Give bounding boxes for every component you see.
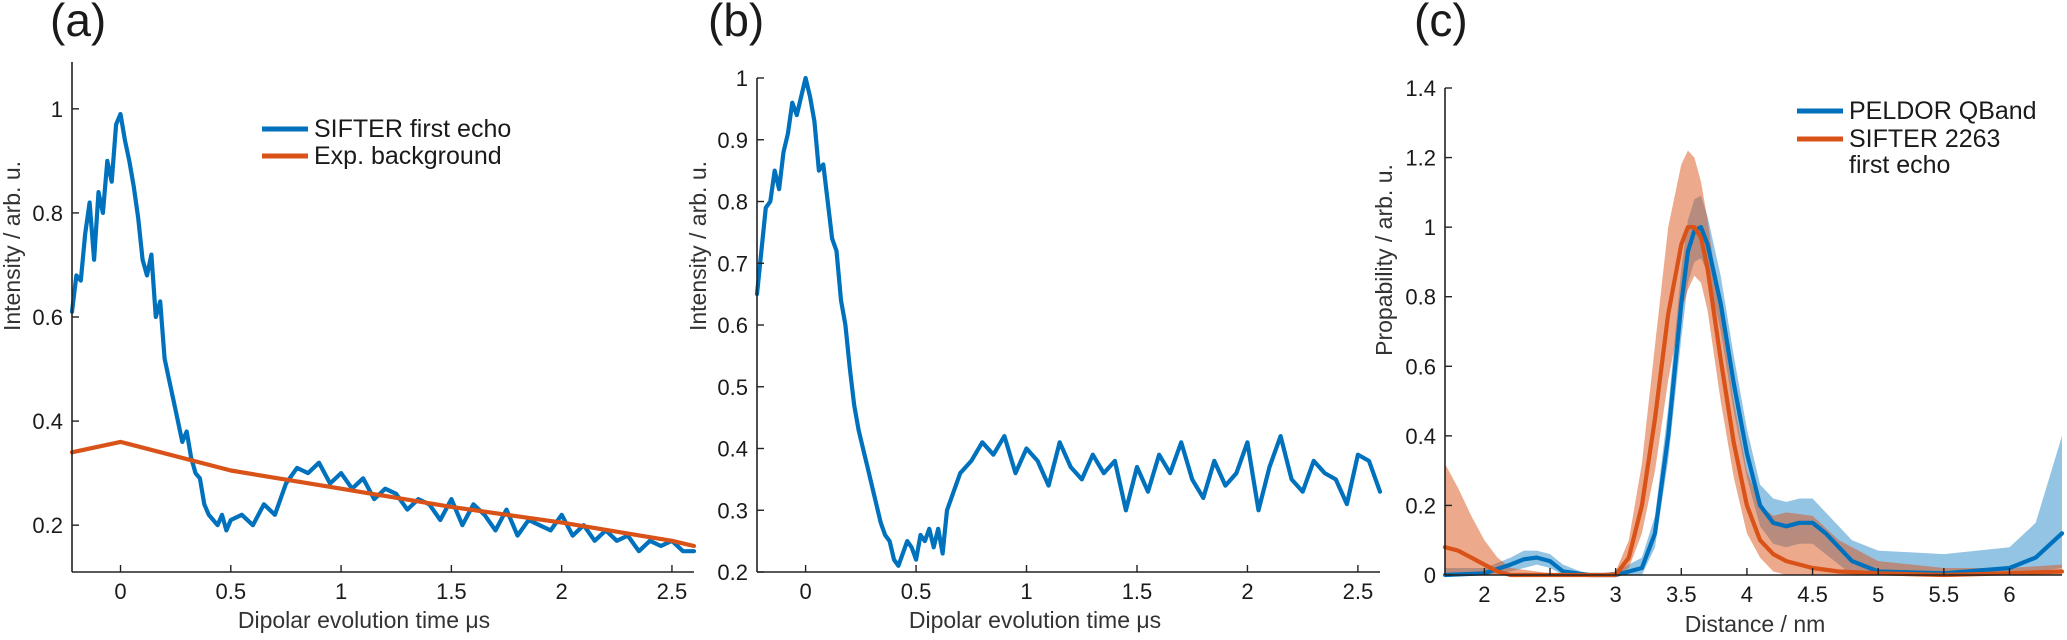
legend-label-c-1: SIFTER 2263 first echo <box>1849 125 2000 179</box>
x-tick-label-b-0: 0 <box>799 579 811 604</box>
y-tick-label-b-7: 0.9 <box>717 128 748 153</box>
y-tick-label-b-2: 0.4 <box>717 437 748 462</box>
y-tick-label-c-6: 1.2 <box>1405 146 1436 171</box>
x-tick-label-c-4: 4 <box>1741 582 1753 607</box>
chart-panel-a: (a) 0 0.5 1 1.5 2 2.5 0.2 0.4 0.6 0.8 1 Dipolar ev… <box>0 0 697 633</box>
y-tick-label-b-4: 0.6 <box>717 313 748 338</box>
panel-letter-c: (c) <box>1414 0 1468 46</box>
panel-letter-a: (a) <box>50 0 106 46</box>
y-tick-label-a-3: 0.8 <box>32 201 63 226</box>
x-tick-label-c-7: 5.5 <box>1929 582 1960 607</box>
y-axis-label-a: Intensity / arb. u. <box>0 161 25 331</box>
x-tick-label-a-2: 1 <box>335 579 347 604</box>
x-axis-label-a: Dipolar evolution time μs <box>238 607 490 633</box>
x-tick-label-b-4: 2 <box>1241 579 1253 604</box>
x-tick-label-b-5: 2.5 <box>1343 579 1374 604</box>
x-tick-label-a-5: 2.5 <box>657 579 688 604</box>
x-tick-label-b-3: 1.5 <box>1122 579 1153 604</box>
y-tick-label-b-1: 0.3 <box>717 498 748 523</box>
x-tick-label-a-4: 2 <box>556 579 568 604</box>
chart-panel-b: (b) 0 0.5 1 1.5 2 2.5 0.2 0.3 0.4 0.5 0.6 0.7 0.8 0.9… <box>685 0 1383 633</box>
y-tick-label-c-5: 1 <box>1424 215 1436 240</box>
x-tick-label-c-3: 3.5 <box>1666 582 1697 607</box>
series-line-a-0 <box>69 111 697 554</box>
y-tick-label-c-1: 0.2 <box>1405 493 1436 518</box>
y-tick-label-a-2: 0.6 <box>32 305 63 330</box>
x-tick-label-a-0: 0 <box>114 579 126 604</box>
y-tick-label-a-1: 0.4 <box>32 409 63 434</box>
y-tick-label-a-0: 0.2 <box>32 513 63 538</box>
y-tick-label-b-6: 0.8 <box>717 190 748 215</box>
y-tick-label-b-3: 0.5 <box>717 375 748 400</box>
x-tick-label-c-8: 6 <box>2003 582 2015 607</box>
legend-label-c-0: PELDOR QBand <box>1849 97 2037 125</box>
series-line-a-1 <box>69 439 697 549</box>
series-band-c-1 <box>1445 150 2062 575</box>
y-tick-label-c-4: 0.8 <box>1405 285 1436 310</box>
y-axis-label-b: Intensity / arb. u. <box>685 161 711 331</box>
x-tick-label-c-6: 5 <box>1872 582 1884 607</box>
x-tick-label-c-5: 4.5 <box>1797 582 1828 607</box>
chart-panel-c: (c) 2 2.5 3 3.5 4 4.5 5 5.5 6 0 0.2 0.4 0.6 0.8 1 1.2 1.… <box>1371 0 2065 637</box>
series-line-b-0 <box>754 75 1383 568</box>
y-tick-label-c-3: 0.6 <box>1405 354 1436 379</box>
y-tick-label-b-5: 0.7 <box>717 251 748 276</box>
y-tick-label-c-2: 0.4 <box>1405 424 1436 449</box>
panel-letter-b: (b) <box>708 0 764 46</box>
x-axis-label-c: Distance / nm <box>1685 611 1826 637</box>
x-tick-label-c-2: 3 <box>1610 582 1622 607</box>
y-tick-label-c-0: 0 <box>1424 563 1436 588</box>
x-tick-label-c-1: 2.5 <box>1535 582 1566 607</box>
y-tick-label-a-4: 1 <box>51 97 63 122</box>
y-tick-label-b-8: 1 <box>736 66 748 91</box>
x-tick-label-b-1: 0.5 <box>901 579 932 604</box>
legend-label-a-1: Exp. background <box>314 142 502 170</box>
legend-label-a-0: SIFTER first echo <box>314 115 511 143</box>
y-axis-label-c: Propability / arb. u. <box>1371 164 1397 356</box>
series-line-c-0 <box>1442 225 2065 578</box>
x-tick-label-a-1: 0.5 <box>216 579 247 604</box>
x-axis-label-b: Dipolar evolution time μs <box>909 607 1161 633</box>
y-tick-label-b-0: 0.2 <box>717 560 748 585</box>
series-line-c-1 <box>1442 225 2065 578</box>
y-tick-label-c-7: 1.4 <box>1405 76 1436 101</box>
x-tick-label-b-2: 1 <box>1020 579 1032 604</box>
x-tick-label-c-0: 2 <box>1478 582 1490 607</box>
x-tick-label-a-3: 1.5 <box>436 579 467 604</box>
